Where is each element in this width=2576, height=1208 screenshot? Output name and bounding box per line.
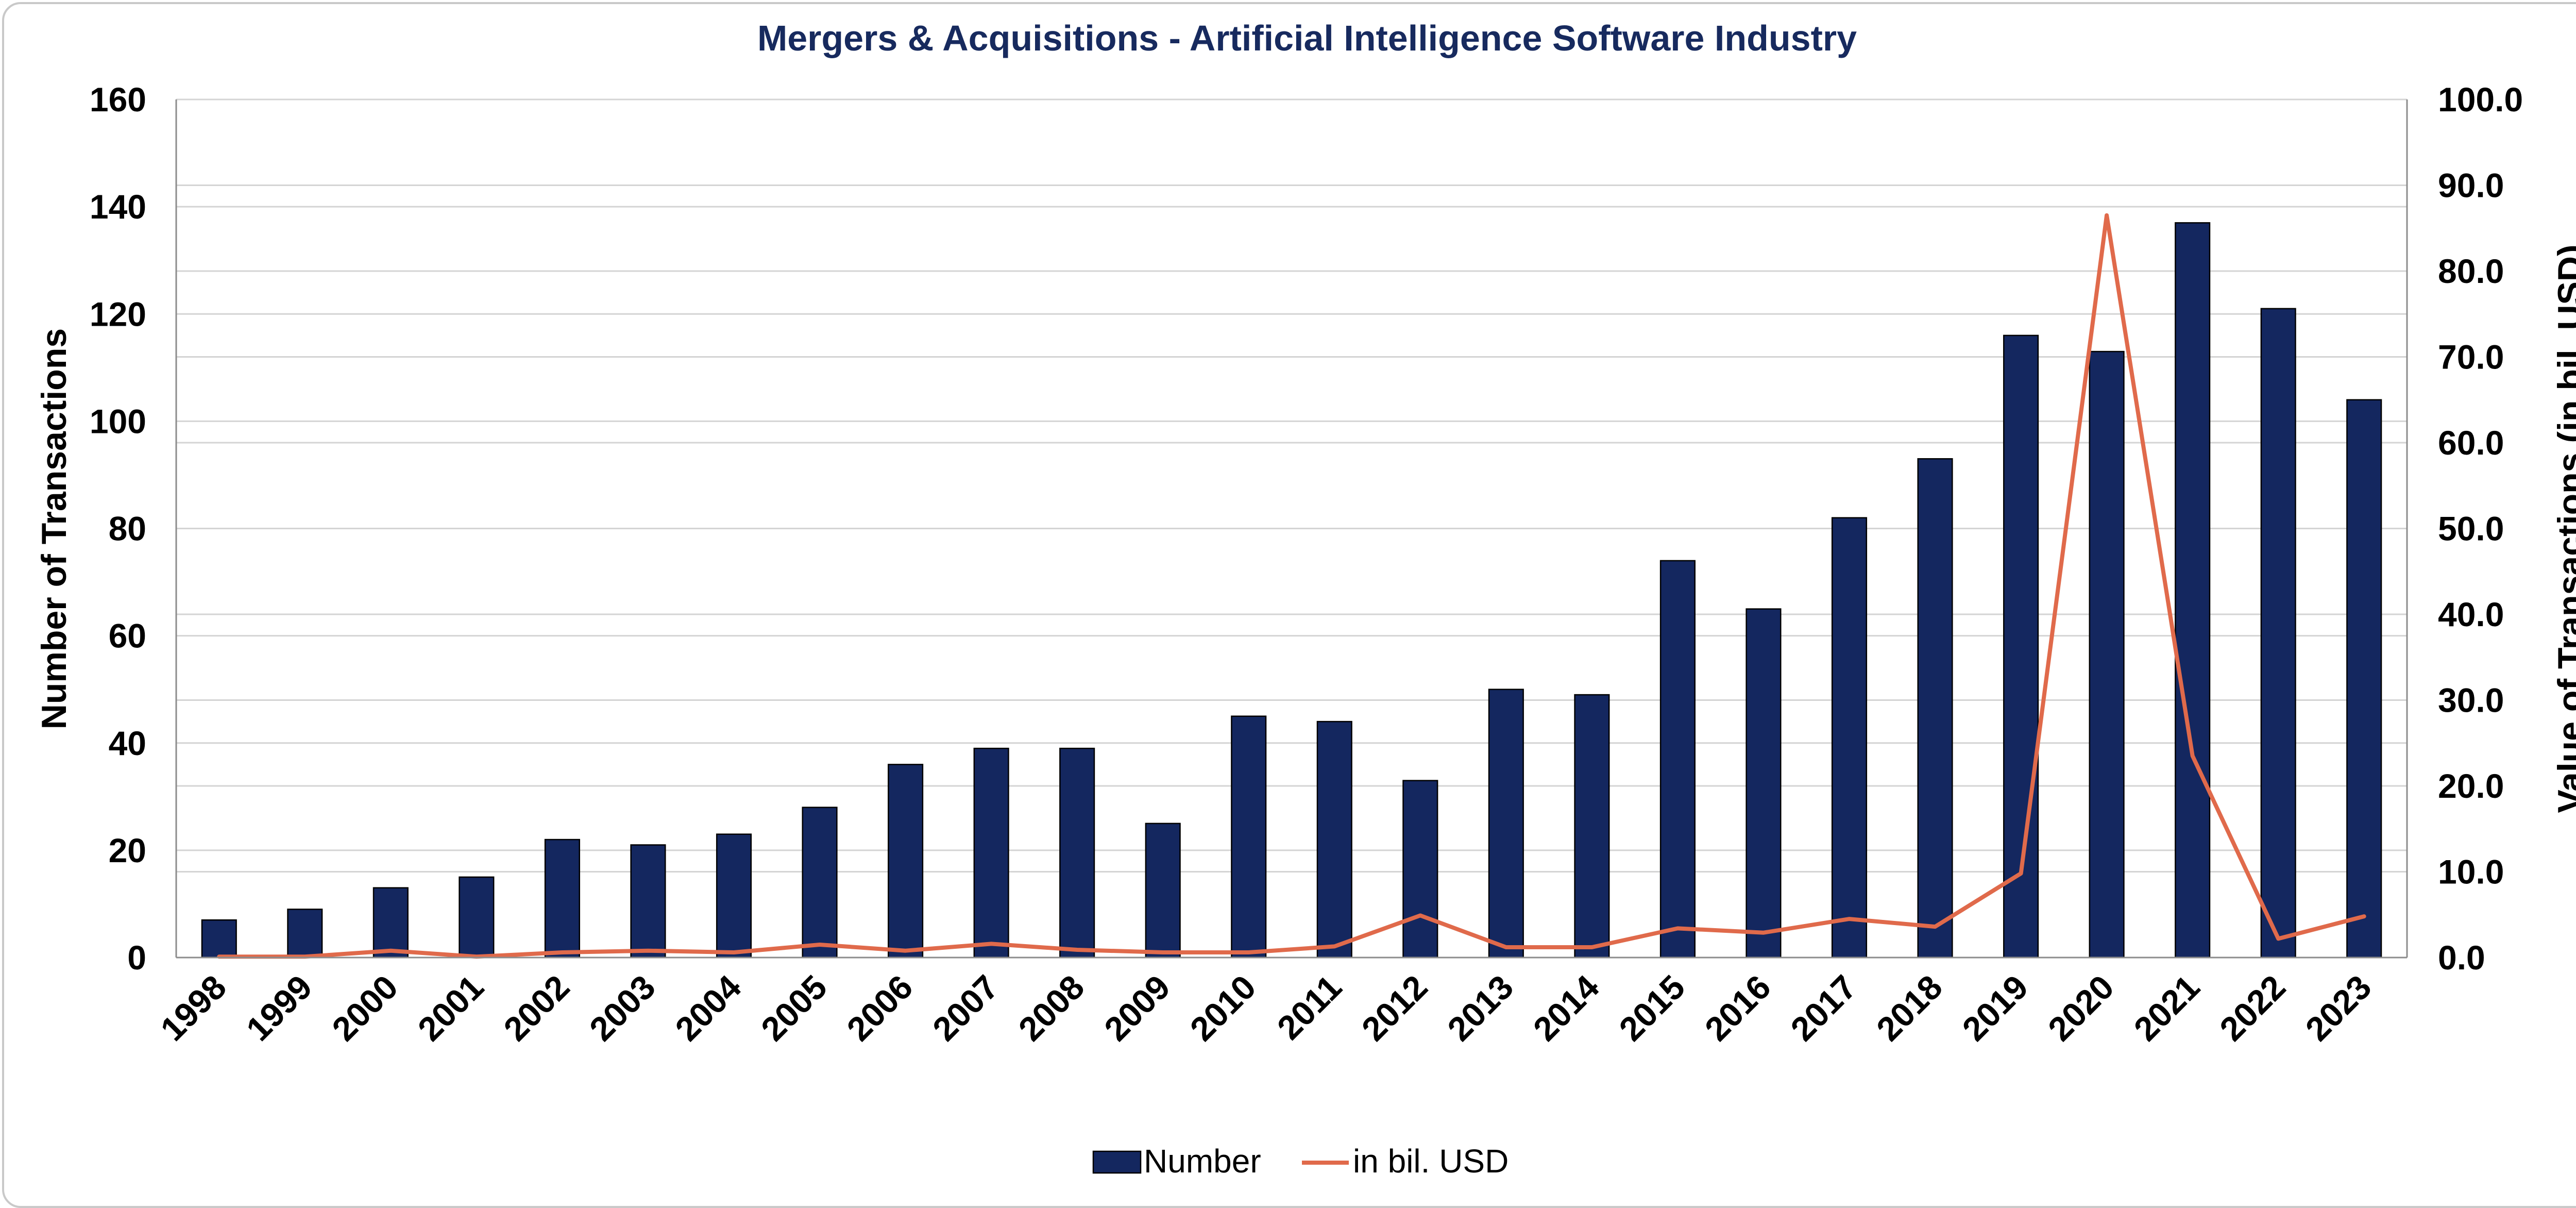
x-tick-label: 1998 [153, 968, 233, 1048]
right-tick-label: 20.0 [2438, 767, 2504, 805]
bar-2011 [1316, 720, 1352, 959]
legend: Number in bil. USD [1092, 1143, 1509, 1180]
bar-2021 [2175, 222, 2211, 959]
x-tick-label: 1999 [239, 968, 319, 1048]
right-tick-label: 10.0 [2438, 853, 2504, 891]
bar-2005 [802, 807, 838, 959]
bar-series-number [201, 222, 2382, 959]
bar-2022 [2260, 308, 2296, 959]
left-tick-label: 40 [109, 724, 146, 762]
bar-2000 [372, 887, 409, 959]
left-tick-label: 80 [109, 510, 146, 548]
x-tick-label: 2002 [496, 968, 577, 1048]
bar-2010 [1231, 715, 1267, 959]
line-series-value [217, 213, 2366, 959]
bar-1999 [287, 909, 323, 959]
x-tick-label: 2023 [2298, 968, 2378, 1048]
x-tick-label: 2013 [1440, 968, 1520, 1048]
grid-lines [176, 98, 2407, 873]
x-axis-ticks: 1998 1999 2000 2001 2002 2003 2004 2005 2006 2007… [153, 967, 2379, 1048]
bar-1998 [201, 919, 237, 959]
bar-2006 [888, 764, 924, 959]
left-tick-label: 160 [90, 80, 146, 119]
x-tick-label: 2001 [411, 968, 491, 1048]
right-tick-label: 60.0 [2438, 424, 2504, 462]
bar-2007 [973, 747, 1009, 959]
right-tick-label: 70.0 [2438, 338, 2504, 376]
legend-label-number: Number [1144, 1143, 1261, 1180]
bar-2015 [1659, 560, 1696, 959]
right-tick-label: 30.0 [2438, 681, 2504, 719]
bar-2020 [2089, 350, 2125, 959]
right-tick-label: 80.0 [2438, 252, 2504, 290]
right-tick-label: 50.0 [2438, 510, 2504, 548]
x-tick-label: 2021 [2126, 968, 2207, 1048]
bar-2013 [1488, 689, 1524, 959]
x-tick-label: 2012 [1354, 968, 1435, 1048]
bar-2001 [459, 876, 495, 959]
legend-swatch-number [1092, 1150, 1142, 1174]
left-tick-label: 100 [90, 402, 146, 440]
axes [175, 99, 2408, 959]
left-tick-label: 140 [90, 188, 146, 226]
legend-label-value: in bil. USD [1353, 1143, 1509, 1180]
bar-2003 [630, 844, 666, 959]
bar-2014 [1574, 694, 1610, 959]
left-tick-label: 0 [127, 938, 146, 977]
x-tick-label: 2000 [325, 968, 405, 1048]
bar-2017 [1831, 517, 1868, 959]
x-tick-label: 2007 [925, 968, 1006, 1048]
x-tick-label: 2004 [668, 967, 748, 1048]
bar-2004 [716, 833, 752, 959]
x-tick-label: 2014 [1526, 967, 1606, 1048]
x-tick-label: 2008 [1011, 968, 1091, 1048]
x-tick-label: 2009 [1097, 968, 1177, 1048]
chart-title: Mergers & Acquisitions - Artificial Inte… [757, 18, 1857, 58]
bar-2023 [2346, 399, 2382, 959]
x-tick-label: 2018 [1869, 968, 1950, 1048]
left-axis-title: Number of Transactions [35, 328, 74, 729]
bar-2009 [1145, 823, 1181, 959]
x-tick-label: 2022 [2212, 968, 2293, 1048]
left-axis-ticks: 0 20 40 60 80 100 120 140 160 [90, 80, 146, 977]
x-tick-label: 2005 [754, 968, 834, 1048]
x-tick-label: 2006 [839, 968, 920, 1048]
bar-2008 [1059, 747, 1095, 959]
x-tick-label: 2019 [1955, 968, 2035, 1048]
x-tick-label: 2017 [1783, 968, 1863, 1048]
bar-2012 [1402, 780, 1438, 959]
right-tick-label: 100.0 [2438, 80, 2523, 119]
right-tick-label: 40.0 [2438, 595, 2504, 633]
bar-2002 [544, 838, 580, 959]
x-tick-label: 2016 [1698, 968, 1778, 1048]
x-tick-label: 2003 [582, 968, 663, 1048]
right-tick-label: 90.0 [2438, 166, 2504, 205]
x-tick-label: 2010 [1182, 968, 1263, 1048]
right-tick-label: 0.0 [2438, 938, 2485, 977]
x-tick-label: 2020 [2041, 968, 2121, 1048]
right-axis-title: Value of Transactions (in bil. USD) [2551, 244, 2576, 813]
value-line [217, 213, 2366, 959]
bar-2018 [1917, 458, 1953, 959]
x-tick-label: 2011 [1270, 968, 1349, 1047]
bar-2016 [1745, 608, 1782, 959]
right-axis-ticks: 0.0 10.0 20.0 30.0 40.0 50.0 60.0 70.0 80.0 90.0 1… [2438, 80, 2523, 977]
left-tick-label: 60 [109, 617, 146, 655]
x-tick-label: 2015 [1612, 968, 1692, 1048]
left-tick-label: 120 [90, 295, 146, 333]
left-tick-label: 20 [109, 831, 146, 869]
